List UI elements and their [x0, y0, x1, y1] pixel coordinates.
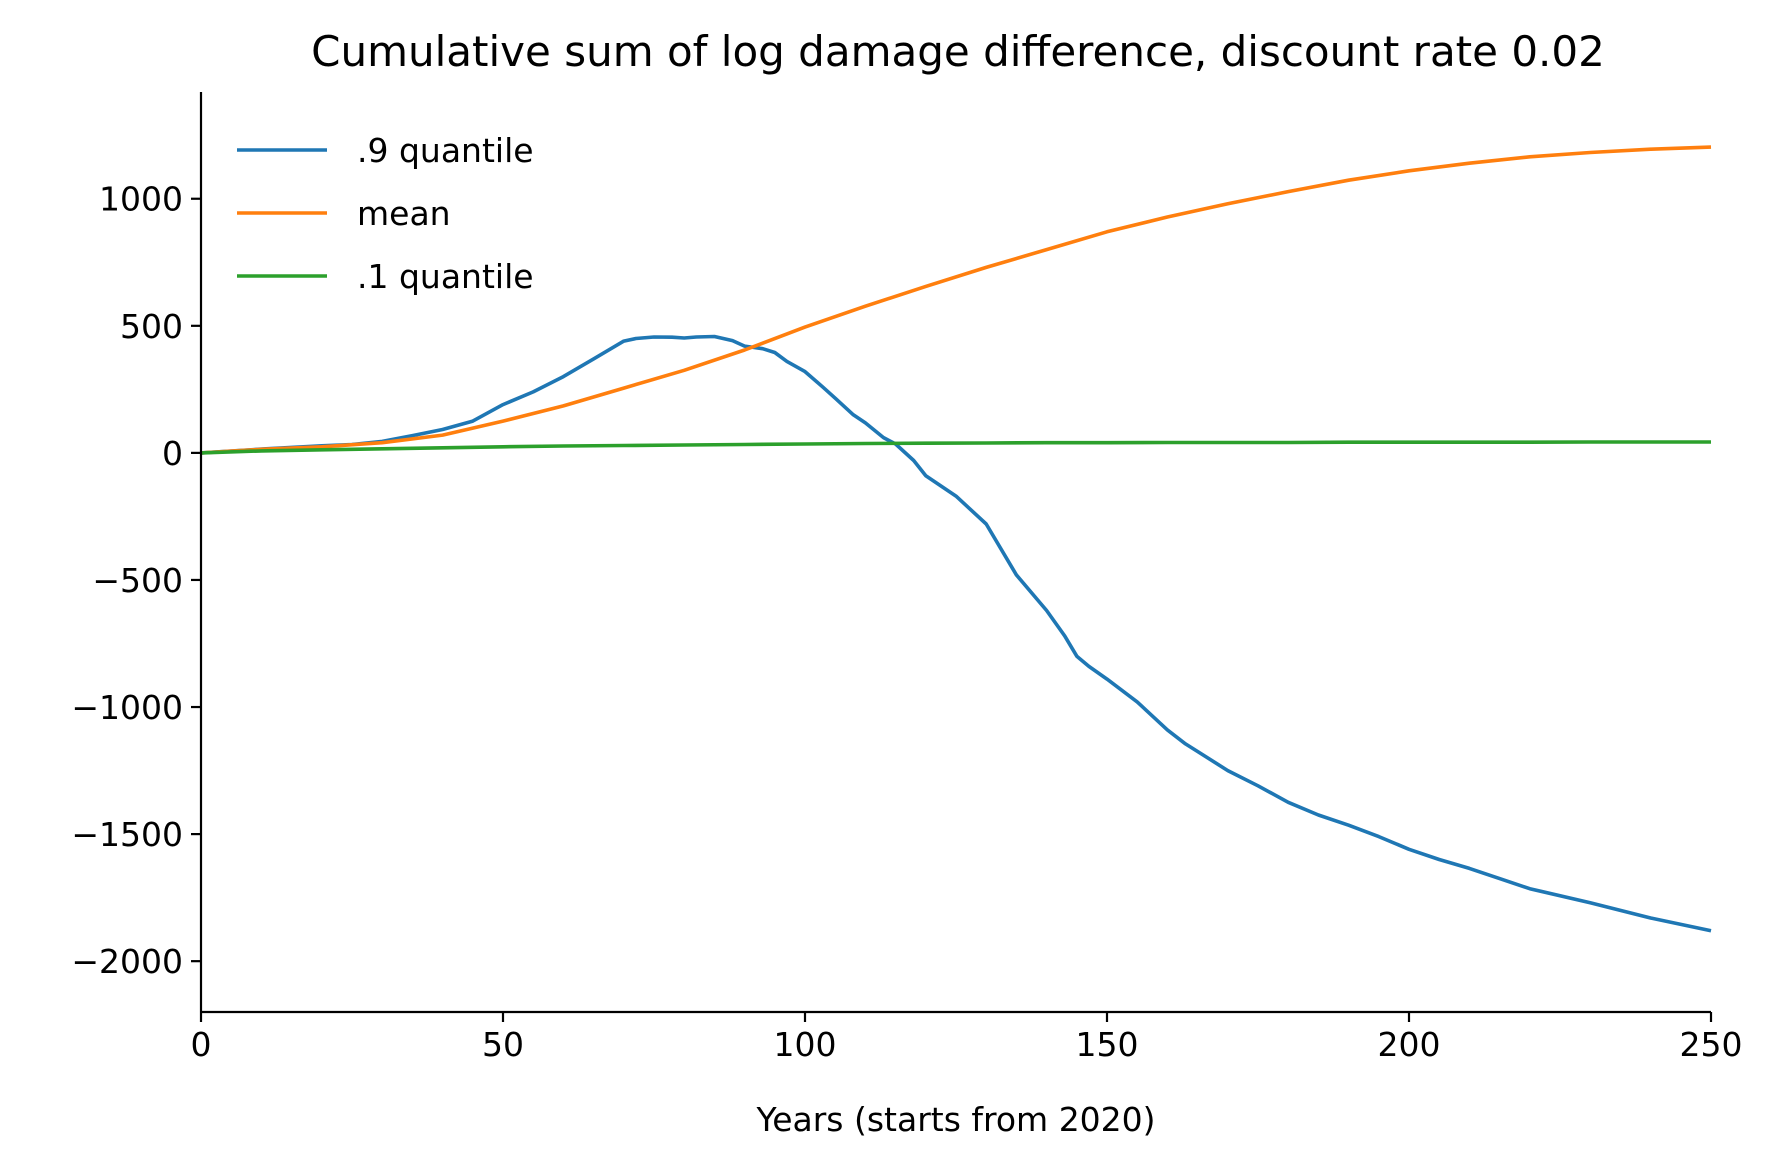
- legend-label: .9 quantile: [357, 131, 534, 170]
- x-tick-label: 50: [482, 1025, 524, 1064]
- series-line-0: [200, 334, 1712, 933]
- y-tick-label: 0: [162, 434, 183, 473]
- series-line-1: [200, 145, 1712, 455]
- x-axis-label: Years (starts from 2020): [755, 1100, 1155, 1139]
- legend-label: mean: [357, 194, 451, 233]
- x-tick-label: 250: [1680, 1025, 1743, 1064]
- plot-area: 0 50 100 150 200 250 1000 500 0 −500 −1000 −1500 −2…: [71, 92, 1743, 1064]
- series-line-2: [200, 440, 1711, 455]
- y-tick-label: −2000: [71, 942, 183, 981]
- x-tick-label: 0: [191, 1025, 212, 1064]
- x-tick-label: 200: [1378, 1025, 1441, 1064]
- x-tick-label: 150: [1076, 1025, 1139, 1064]
- y-tick-label: 1000: [99, 180, 183, 219]
- x-tick-label: 100: [774, 1025, 837, 1064]
- legend-label: .1 quantile: [357, 257, 534, 296]
- y-tick-label: −1500: [71, 815, 183, 854]
- y-tick-label: 500: [120, 307, 183, 346]
- y-axis-ticks: 1000 500 0 −500 −1000 −1500 −2000: [71, 180, 201, 981]
- x-axis-ticks: 0 50 100 150 200 250: [191, 1012, 1743, 1064]
- chart-title: Cumulative sum of log damage difference,…: [311, 27, 1605, 76]
- legend: .9 quantile mean .1 quantile: [237, 131, 534, 296]
- y-tick-label: −500: [92, 561, 183, 600]
- series-layer: [200, 145, 1712, 933]
- y-tick-label: −1000: [71, 688, 183, 727]
